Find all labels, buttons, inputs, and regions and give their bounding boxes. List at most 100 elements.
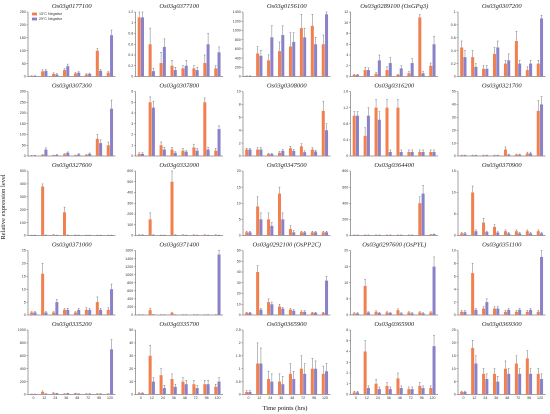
bar-series-2: [303, 311, 307, 315]
y-tick-label: 5: [24, 300, 26, 304]
y-tick-label: 50: [22, 62, 26, 66]
y-tick-label: 500: [127, 180, 133, 184]
bar-series-1: [429, 388, 433, 395]
panel-10: Os03g0321700 0 10 20 30 40 50: [452, 83, 546, 158]
bar-series-2: [259, 149, 263, 156]
x-tick-label: 120: [430, 396, 436, 400]
y-tick-label: 5: [454, 212, 456, 216]
bar-series-2: [399, 151, 403, 156]
y-tick-label: 15: [237, 185, 241, 189]
y-tick-label: 4: [454, 287, 456, 291]
y-tick-label: 1: [346, 382, 348, 386]
bar-series-2: [55, 154, 59, 156]
y-tick-label: 0: [131, 75, 133, 79]
y-tick-label: 10: [129, 380, 133, 384]
bar-series-1: [245, 312, 249, 315]
y-tick-label: 50: [452, 90, 456, 94]
bar-series-1: [214, 150, 218, 156]
bar-series-1: [321, 373, 325, 395]
x-tick-label: 48: [290, 396, 294, 400]
bar-series-2: [496, 47, 500, 77]
y-tick-label: 0: [24, 234, 26, 238]
bar-series-2: [474, 66, 478, 77]
y-tick-label: 0: [346, 75, 348, 79]
panel-title: Os03g0365900: [374, 321, 414, 328]
y-tick-label: 30: [129, 354, 133, 358]
y-tick-label: 10: [237, 90, 241, 94]
panel-5: Os03g0307200 0 0.2 0.4 0.6 0.8 1: [451, 3, 546, 79]
bar-series-2: [432, 346, 436, 395]
bar-series-2: [281, 219, 285, 236]
bar-series-1: [170, 379, 174, 395]
bar-series-1: [493, 373, 497, 395]
y-tick-label: 100: [20, 49, 26, 53]
bar-series-1: [256, 53, 260, 77]
bar-series-2: [162, 149, 166, 156]
bar-series-1: [288, 309, 292, 315]
bar-series-2: [173, 152, 177, 156]
x-tick-label: 96: [97, 396, 101, 400]
bar-series-2: [474, 363, 478, 395]
bar-series-2: [259, 55, 263, 77]
legend-swatch: [32, 17, 37, 21]
bar-series-2: [388, 151, 392, 156]
y-tick-label: 10: [452, 141, 456, 145]
bar-series-2: [355, 313, 359, 315]
bar-series-1: [385, 312, 389, 315]
y-tick-label: 50: [22, 143, 26, 147]
bar-series-1: [471, 155, 475, 156]
bar-series-2: [410, 63, 414, 77]
bar-series-1: [192, 147, 196, 156]
bar-series-2: [162, 46, 166, 77]
bar-series-2: [88, 309, 92, 315]
y-tick-label: 20: [452, 128, 456, 132]
y-tick-label: 0: [239, 154, 241, 158]
y-tick-label: 12: [344, 10, 348, 14]
y-tick-label: 1: [131, 143, 133, 147]
bar-series-2: [399, 388, 403, 395]
bar-series-2: [55, 74, 59, 77]
y-tick-label: 0: [239, 75, 241, 79]
y-tick-label: 0.8: [128, 32, 133, 36]
y-tick-label: 8: [239, 103, 241, 107]
bar-series-2: [507, 373, 511, 395]
bar-series-2: [496, 308, 500, 315]
y-tick-label: 1200: [233, 19, 241, 23]
y-tick-label: 15: [452, 169, 456, 173]
bar-series-2: [518, 154, 522, 156]
y-tick-label: 6: [454, 275, 456, 279]
y-tick-label: 0: [239, 313, 241, 317]
bar-series-2: [110, 35, 114, 77]
y-tick-label: 0: [24, 313, 26, 317]
y-tick-label: 600: [20, 354, 26, 358]
panel-title: Os03g0307800: [159, 83, 199, 90]
bar-series-2: [377, 119, 381, 156]
y-tick-label: 0: [239, 393, 241, 397]
bar-series-1: [321, 44, 325, 77]
bar-series-1: [192, 384, 196, 395]
bar-series-2: [421, 313, 425, 315]
bar-series-1: [514, 311, 518, 315]
panel-19: Os03g0297600 (OsPYL) 0 5 10 15 20: [344, 242, 438, 317]
panel-title: Os03g0307300: [52, 83, 92, 90]
y-tick-label: 200: [20, 208, 26, 212]
y-tick-label: 0.4: [128, 53, 133, 57]
y-tick-label: 3: [131, 122, 133, 126]
bar-series-2: [540, 256, 544, 315]
bar-series-1: [170, 312, 174, 315]
y-tick-label: 1: [131, 21, 133, 25]
bar-series-1: [363, 135, 367, 156]
y-tick-label: 1.6: [343, 90, 348, 94]
bar-series-1: [288, 148, 292, 156]
x-tick-label: 12: [365, 396, 369, 400]
bar-series-2: [151, 381, 155, 395]
bar-series-2: [99, 70, 103, 77]
bar-series-1: [170, 149, 174, 156]
bar-series-1: [106, 393, 110, 395]
bar-series-2: [507, 233, 511, 236]
bar-series-1: [137, 393, 141, 395]
bar-series-1: [41, 391, 45, 395]
bar-series-1: [84, 309, 88, 315]
panel-22: Os03g0335700 0 10 20 30 40 50 0 12 24 36 48 72 96 120: [129, 321, 223, 400]
x-tick-label: 24: [53, 396, 57, 400]
